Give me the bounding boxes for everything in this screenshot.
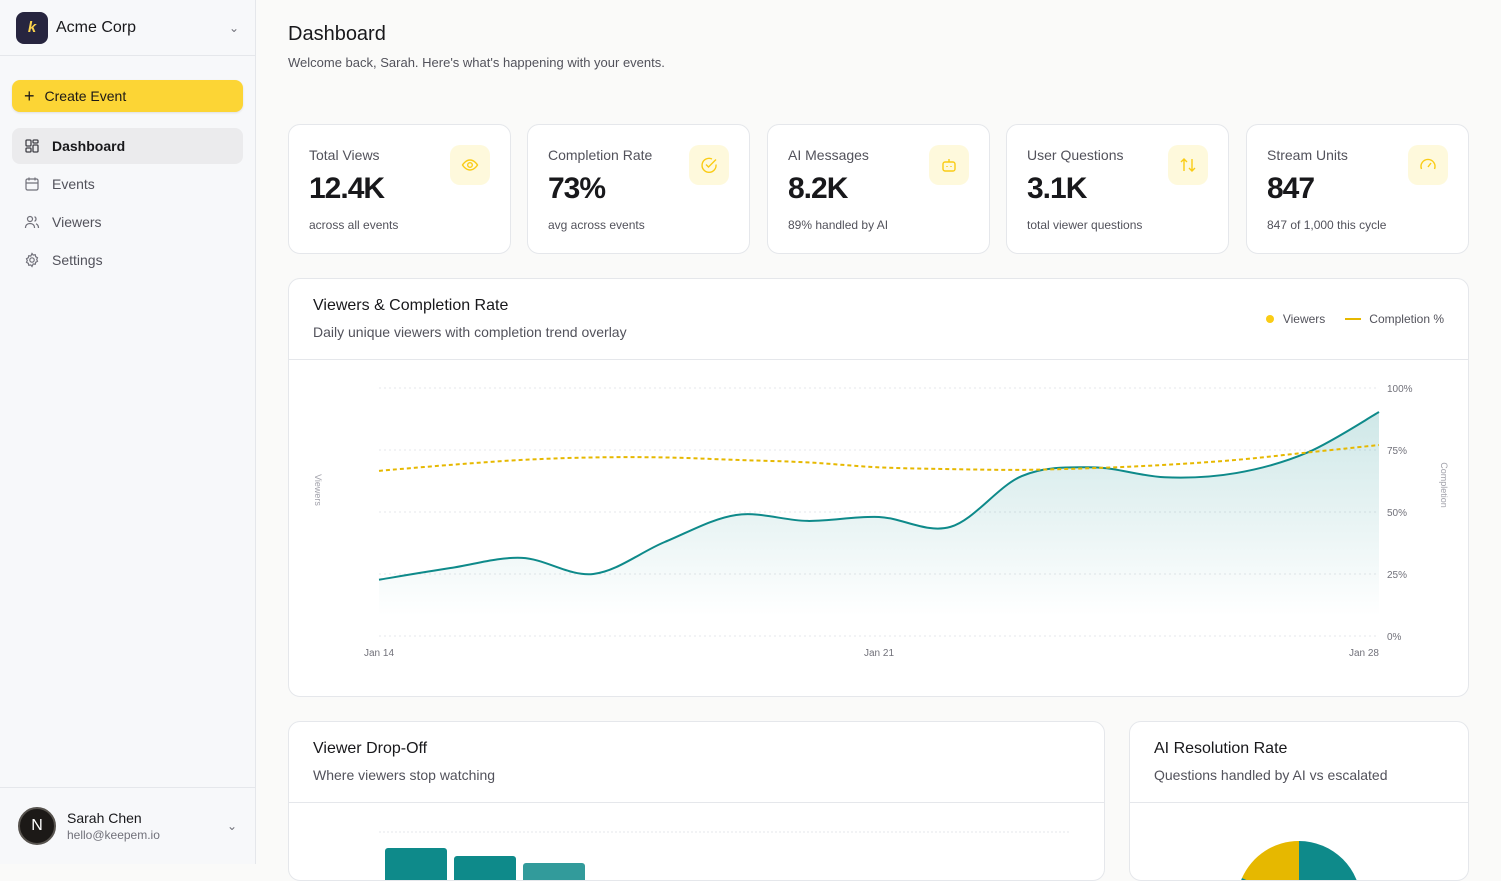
pie-slice-ai	[1299, 841, 1357, 880]
y-axis-right-label: Completion	[1439, 462, 1449, 508]
stat-card-user-questions: User Questions 3.1K total viewer questio…	[1006, 124, 1229, 254]
card-label: Total Views	[309, 147, 380, 163]
ai-resolution-pie	[1241, 840, 1357, 880]
y-tick-label: 0%	[1387, 632, 1402, 643]
chevron-down-icon: ⌄	[228, 20, 239, 35]
x-tick-label: Jan 21	[864, 648, 894, 659]
card-label: User Questions	[1027, 147, 1124, 163]
stat-card-total-views: Total Views 12.4K across all events	[288, 124, 511, 254]
sidebar-item-label: Dashboard	[52, 138, 126, 154]
legend-completion: Completion %	[1369, 312, 1444, 326]
card-value: 847	[1267, 172, 1315, 205]
stat-card-ai-messages: AI Messages 8.2K 89% handled by AI	[767, 124, 990, 254]
viewers-area	[379, 412, 1379, 616]
card-value: 73%	[548, 172, 606, 205]
avatar: N	[18, 807, 56, 845]
sidebar-item-label: Viewers	[52, 214, 102, 230]
grid-icon	[25, 139, 39, 153]
chart-legend: Viewers Completion %	[1265, 312, 1444, 326]
ai-resolution-panel: AI Resolution Rate Questions handled by …	[1129, 721, 1469, 881]
page-subtitle: Welcome back, Sarah. Here's what's happe…	[288, 55, 665, 70]
panel-title: AI Resolution Rate	[1154, 740, 1288, 757]
plus-icon: +	[24, 85, 35, 106]
legend-viewers-marker	[1265, 315, 1274, 323]
x-tick-label: Jan 14	[364, 648, 394, 659]
sidebar-item-viewers[interactable]: Viewers	[12, 204, 243, 240]
legend-viewers: Viewers	[1282, 312, 1326, 326]
create-event-label: Create Event	[44, 88, 127, 104]
card-label: Completion Rate	[548, 147, 653, 163]
card-value: 8.2K	[788, 172, 848, 205]
sidebar-item-label: Events	[52, 176, 95, 192]
card-value: 12.4K	[309, 172, 385, 205]
panel-subtitle: Questions handled by AI vs escalated	[1154, 767, 1388, 783]
sidebar-item-dashboard[interactable]: Dashboard	[12, 128, 243, 164]
dropoff-bar	[385, 848, 447, 880]
panel-title: Viewer Drop-Off	[313, 740, 428, 757]
sidebar-item-settings[interactable]: Settings	[12, 242, 243, 278]
user-menu[interactable]: N Sarah Chen hello@keepem.io ⌄	[0, 787, 255, 864]
create-event-button[interactable]: + Create Event	[12, 80, 243, 112]
page-title: Dashboard	[288, 23, 386, 45]
org-name: Acme Corp	[56, 18, 137, 36]
viewer-dropoff-panel: Viewer Drop-Off Where viewers stop watch…	[288, 721, 1105, 881]
check-circle-icon	[689, 145, 729, 185]
users-icon	[24, 215, 40, 229]
viewers-line	[378, 411, 1380, 581]
sidebar: k Acme Corp ⌄ + Create Event Dashboard Ev…	[0, 0, 256, 864]
user-email: hello@keepem.io	[67, 828, 160, 842]
sidebar-item-events[interactable]: Events	[12, 166, 243, 202]
calendar-icon	[25, 177, 39, 191]
dropoff-bar	[523, 863, 585, 880]
org-switcher[interactable]: k Acme Corp ⌄	[0, 0, 255, 56]
sidebar-nav: Dashboard Events Viewers Settings	[12, 128, 243, 280]
card-label: Stream Units	[1267, 147, 1348, 163]
org-logo: k	[16, 11, 48, 44]
y-tick-label: 75%	[1387, 446, 1407, 457]
sidebar-item-label: Settings	[52, 252, 103, 268]
bot-icon	[929, 145, 969, 185]
legend-completion-marker	[1345, 318, 1362, 320]
card-value: 3.1K	[1027, 172, 1087, 205]
panel-subtitle: Daily unique viewers with completion tre…	[313, 324, 627, 340]
eye-icon	[450, 145, 490, 185]
arrows-up-down-icon	[1168, 145, 1208, 185]
dropoff-chart	[379, 831, 1071, 880]
y-tick-label: 100%	[1387, 384, 1413, 395]
panel-subtitle: Where viewers stop watching	[313, 767, 496, 783]
viewers-completion-chart: Viewers Completion 0% 25% 50% 75% 100% Jan 14…	[313, 384, 1449, 659]
y-tick-label: 25%	[1387, 570, 1407, 581]
dropoff-bar	[454, 856, 516, 880]
viewers-completion-panel: Viewers & Completion Rate Daily unique v…	[288, 278, 1469, 697]
stat-card-stream-units: Stream Units 847 847 of 1,000 this cycle	[1246, 124, 1469, 254]
gear-icon	[25, 252, 39, 268]
stat-card-completion-rate: Completion Rate 73% avg across events	[527, 124, 750, 254]
card-sub: across all events	[309, 218, 399, 232]
user-name: Sarah Chen	[67, 810, 142, 826]
card-label: AI Messages	[788, 147, 869, 163]
card-sub: avg across events	[548, 218, 645, 232]
y-tick-label: 50%	[1387, 508, 1407, 519]
y-axis-left-label: Viewers	[313, 474, 323, 506]
chevron-down-icon: ⌄	[226, 819, 237, 833]
x-tick-label: Jan 28	[1349, 648, 1379, 659]
panel-title: Viewers & Completion Rate	[313, 297, 509, 314]
gauge-icon	[1408, 145, 1448, 185]
pie-slice-escalated	[1242, 840, 1299, 880]
card-sub: total viewer questions	[1027, 218, 1143, 232]
card-sub: 89% handled by AI	[788, 218, 889, 232]
card-sub: 847 of 1,000 this cycle	[1267, 218, 1387, 232]
completion-line	[378, 444, 1380, 472]
